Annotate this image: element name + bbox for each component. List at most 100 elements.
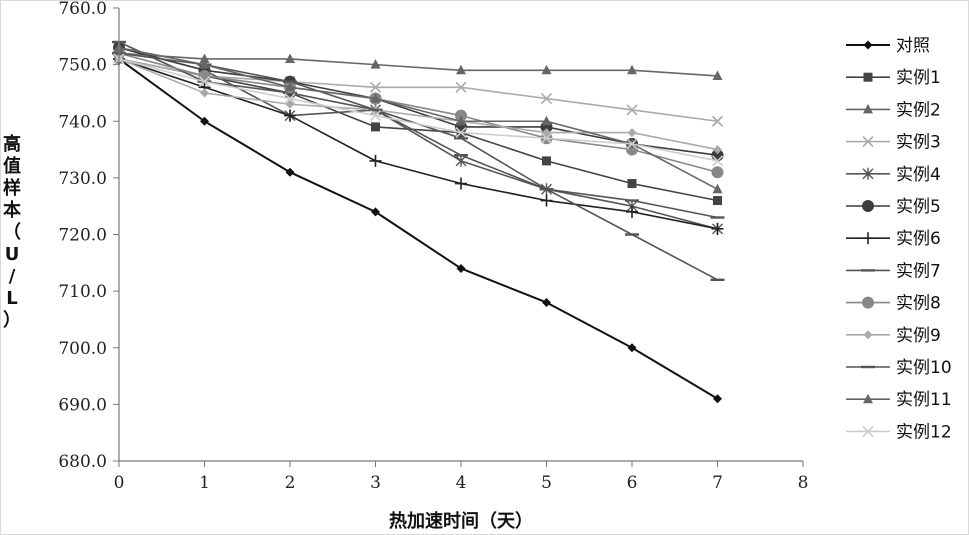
data-point [541,115,552,126]
data-point [627,343,637,353]
y-axis-label-char: （ [3,222,21,243]
x-tick-label: 6 [627,473,638,493]
legend-item: 实例9 [846,326,941,346]
data-point [370,59,381,69]
data-point [541,64,552,75]
data-point [712,70,723,80]
data-point [711,155,724,167]
data-point [456,263,466,273]
legend-item: 实例12 [846,422,952,442]
data-point [627,128,637,138]
data-point [199,59,210,69]
series-line [118,58,718,123]
data-point [712,183,723,194]
data-point [542,297,551,307]
y-tick-label: 690.0 [58,395,107,415]
data-point [456,115,466,126]
y-tick-label: 740.0 [58,112,107,132]
data-point [371,122,380,132]
data-point [455,109,467,122]
legend-label: 对照 [896,36,930,56]
legend-item: 实例2 [846,100,941,120]
y-tick-label: 710.0 [58,282,107,302]
legend-marker [863,103,873,114]
legend-item: 实例8 [846,294,941,314]
data-point [285,53,295,63]
legend-marker [863,72,873,82]
data-point [371,207,380,217]
y-tick-label: 680.0 [58,452,107,472]
y-axis-label-char: ） [3,310,21,331]
data-point [369,81,382,93]
data-point [369,110,382,122]
axis-layer: 680.0 690.0 700.0 710.0 720.0 730.0 740.0 750.0… [58,0,808,493]
y-tick-label: 720.0 [58,226,107,246]
legend-label: 实例3 [896,133,941,153]
x-tick-label: 7 [712,473,723,493]
series-line [118,58,718,202]
data-point [540,194,553,207]
data-point [285,81,295,92]
legend-item: 实例7 [846,261,941,281]
legend-item: 实例3 [846,133,941,153]
data-point [455,177,467,190]
x-tick-label: 0 [114,473,125,493]
data-point [198,76,211,88]
y-axis-label-char: U [5,244,20,265]
series-line [118,46,718,190]
legend-item: 实例6 [846,229,941,249]
data-point [711,115,724,127]
legend-item: 实例11 [846,390,952,410]
legend-marker [862,200,874,212]
x-tick-label: 5 [541,473,552,493]
legend-label: 实例8 [896,294,941,314]
data-point [456,64,466,75]
data-point [711,166,724,179]
legend-marker [862,167,874,180]
data-point [711,222,724,235]
legend-marker [862,136,874,148]
data-point [713,196,722,206]
y-axis-label-char: 高 [3,133,21,155]
y-axis-label-char: 样 [3,177,21,199]
x-tick-label: 3 [370,473,381,493]
data-point [369,154,382,167]
series-line [118,58,719,400]
legend-label: 实例2 [896,100,941,120]
legend-marker [863,330,873,340]
data-point [627,64,637,75]
data-point [370,93,381,103]
data-point [542,156,551,166]
legend-marker [863,40,873,50]
legend-label: 实例5 [896,197,941,217]
legend-marker [863,393,873,404]
data-point [455,81,467,93]
x-tick-label: 8 [798,473,809,493]
series-line [118,58,718,230]
legend-item: 对照 [846,36,930,56]
legend-item: 实例10 [846,358,952,378]
data-point [713,145,722,155]
legend-marker [862,425,874,437]
legend-item: 实例1 [846,68,941,88]
x-axis-label: 热加速时间（天） [389,510,533,532]
data-point [285,167,295,177]
data-point [542,128,551,138]
legend-marker [862,232,874,245]
series-line [118,58,718,151]
data-point [540,93,553,105]
data-point [199,53,210,63]
series-line [118,58,718,162]
y-axis-label-char: / [9,266,16,287]
legend-label: 实例11 [896,390,952,410]
series-13 [113,53,724,167]
data-point [284,109,296,122]
legend-label: 实例4 [896,165,941,185]
data-point [284,93,296,105]
x-tick-label: 2 [285,473,296,493]
series-1 [114,54,722,404]
x-tick-label: 4 [456,473,467,493]
series-line [118,52,718,173]
